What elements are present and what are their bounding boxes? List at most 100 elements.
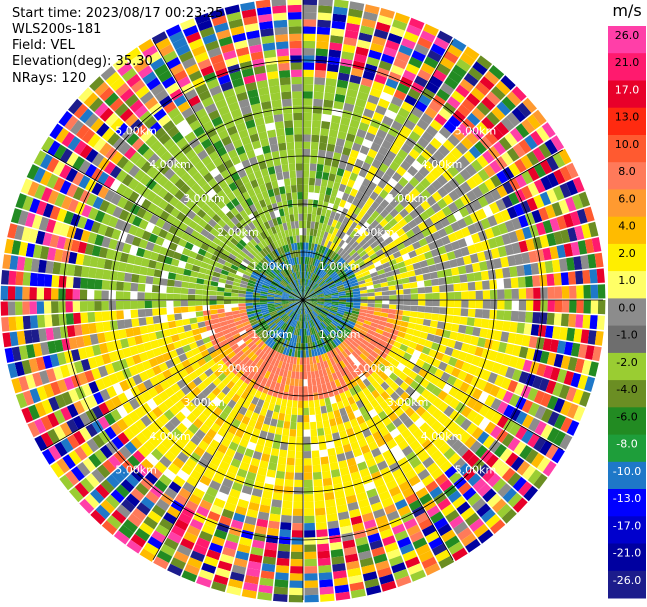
ray-gate (267, 71, 279, 80)
ray-gate (367, 288, 375, 293)
ray-gate (177, 451, 189, 464)
ray-gate (224, 311, 233, 317)
ray-gate (357, 280, 366, 285)
ray-gate (310, 312, 315, 319)
ray-gate (331, 292, 339, 296)
ray-gate (419, 260, 428, 268)
ray-gate (461, 291, 469, 300)
ray-gate (351, 251, 359, 259)
ray-gate (482, 435, 496, 449)
ray-gate (281, 302, 289, 305)
ray-gate (333, 483, 344, 492)
ray-gate (303, 328, 305, 336)
ray-gate (249, 96, 261, 106)
ray-gate (337, 423, 346, 432)
ray-gate (438, 107, 452, 121)
ray-gate (527, 433, 540, 448)
ray-gate (358, 32, 373, 43)
ray-gate (345, 163, 354, 172)
ray-gate (435, 549, 451, 563)
ray-gate (358, 550, 372, 561)
range-ring-label: 4.00km (149, 430, 191, 443)
ray-gate (273, 113, 284, 123)
ray-gate (414, 268, 423, 276)
ray-gate (399, 247, 408, 256)
ray-gate (56, 458, 70, 474)
ray-gate (404, 469, 417, 481)
ray-gate (158, 474, 172, 487)
ray-gate (216, 300, 224, 305)
ray-gate (334, 145, 344, 154)
ray-gate (326, 343, 332, 352)
ray-gate (158, 362, 169, 372)
ray-gate (284, 384, 290, 393)
ray-gate (438, 314, 447, 322)
ray-gate (570, 241, 581, 256)
ray-gate (399, 343, 409, 352)
ray-gate (349, 261, 358, 269)
ray-gate (184, 241, 194, 251)
ray-gate (283, 207, 289, 216)
ray-gate (297, 306, 301, 314)
ray-gate (304, 286, 308, 294)
ray-gate (303, 91, 313, 99)
ray-gate (241, 67, 254, 78)
ray-gate (285, 308, 292, 314)
ray-gate (292, 320, 297, 328)
ray-gate (319, 313, 326, 320)
ray-gate (310, 301, 318, 303)
ray-gate (125, 263, 134, 273)
ray-gate (241, 415, 251, 425)
ray-gate (372, 80, 385, 92)
ray-gate (293, 501, 303, 509)
ray-gate (374, 303, 383, 308)
ray-gate (235, 213, 244, 222)
ray-gate (39, 170, 53, 186)
ray-gate (315, 214, 321, 223)
ray-gate (202, 377, 212, 387)
ray-gate (367, 354, 376, 363)
ray-gate (371, 35, 387, 47)
ray-gate (212, 271, 221, 278)
ray-gate (338, 183, 347, 193)
ray-gate (294, 141, 303, 149)
ray-gate (364, 277, 373, 283)
ray-gate (235, 222, 244, 231)
ray-gate (147, 387, 159, 398)
ray-gate (359, 309, 367, 314)
ray-gate (350, 378, 358, 387)
ray-gate (138, 371, 149, 382)
ray-gate (244, 409, 254, 419)
ray-gate (297, 306, 301, 314)
ray-gate (312, 318, 318, 326)
ray-gate (412, 537, 428, 550)
ray-gate (292, 515, 303, 524)
ray-gate (307, 199, 313, 207)
ray-gate (307, 288, 313, 295)
ray-gate (454, 173, 466, 185)
ray-gate (288, 436, 296, 444)
ray-gate (407, 165, 418, 177)
ray-gate (421, 388, 432, 399)
ray-gate (251, 396, 260, 406)
ray-gate (375, 21, 391, 33)
ray-gate (272, 12, 287, 21)
ray-gate (191, 45, 207, 57)
ray-gate (304, 285, 306, 293)
ray-gate (391, 562, 407, 574)
ray-gate (317, 332, 323, 340)
ray-gate (385, 386, 395, 396)
ray-gate (158, 163, 170, 175)
ray-gate (190, 230, 200, 239)
ray-gate (230, 25, 245, 36)
ray-gate (364, 346, 373, 354)
ray-gate (330, 340, 337, 349)
ray-gate (296, 429, 303, 437)
ray-gate (328, 269, 335, 276)
ray-gate (303, 170, 310, 178)
ray-gate (15, 286, 23, 300)
ray-gate (345, 356, 353, 364)
ray-gate (282, 500, 293, 509)
ray-gate (171, 113, 185, 126)
ray-gate (385, 78, 399, 89)
